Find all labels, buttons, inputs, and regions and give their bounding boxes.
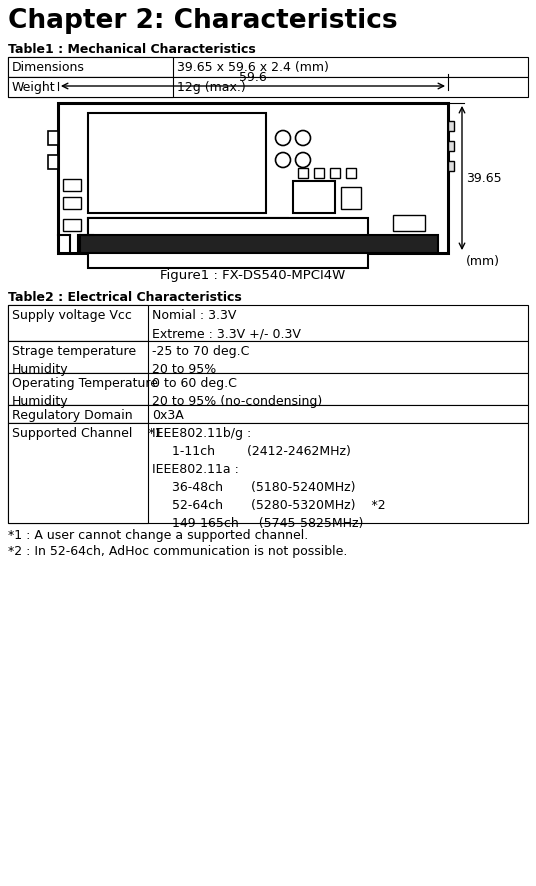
- Text: *2 : In 52-64ch, AdHoc communication is not possible.: *2 : In 52-64ch, AdHoc communication is …: [8, 545, 347, 558]
- Bar: [8, 405, 148, 423]
- Bar: [8, 341, 148, 373]
- Text: -25 to 70 deg.C
20 to 95%: -25 to 70 deg.C 20 to 95%: [152, 345, 249, 376]
- Bar: [48, 155, 58, 169]
- Text: 39.65: 39.65: [466, 172, 502, 184]
- Bar: [8, 373, 148, 405]
- Bar: [8, 423, 148, 523]
- Bar: [448, 161, 454, 171]
- Bar: [293, 181, 335, 213]
- Text: 0x3A: 0x3A: [152, 409, 184, 422]
- Text: 0 to 60 deg.C
20 to 95% (no-condensing): 0 to 60 deg.C 20 to 95% (no-condensing): [152, 377, 322, 408]
- Text: Supported Channel    *1: Supported Channel *1: [12, 427, 162, 440]
- Bar: [8, 57, 528, 77]
- Text: Table2 : Electrical Characteristics: Table2 : Electrical Characteristics: [8, 291, 242, 304]
- Bar: [8, 341, 528, 373]
- Bar: [330, 168, 340, 178]
- Bar: [393, 215, 425, 231]
- Bar: [88, 218, 288, 231]
- Bar: [8, 305, 528, 341]
- Text: *1 : A user cannot change a supported channel.: *1 : A user cannot change a supported ch…: [8, 529, 308, 542]
- Text: Figure1 : FX-DS540-MPCI4W: Figure1 : FX-DS540-MPCI4W: [160, 269, 346, 282]
- Text: Strage temperature
Humidity: Strage temperature Humidity: [12, 345, 136, 376]
- Bar: [8, 423, 528, 523]
- Text: Dimensions: Dimensions: [12, 60, 85, 74]
- Text: 39.65 x 59.6 x 2.4 (mm): 39.65 x 59.6 x 2.4 (mm): [177, 60, 329, 74]
- Text: Table1 : Mechanical Characteristics: Table1 : Mechanical Characteristics: [8, 43, 256, 56]
- Bar: [8, 373, 528, 405]
- Text: IEEE802.11b/g :
     1-11ch        (2412-2462MHz)
IEEE802.11a :
     36-48ch    : IEEE802.11b/g : 1-11ch (2412-2462MHz) IE…: [152, 427, 385, 530]
- Bar: [63, 179, 81, 191]
- Text: (mm): (mm): [466, 255, 500, 268]
- Bar: [341, 187, 361, 209]
- Bar: [63, 197, 81, 209]
- Text: 59.6: 59.6: [239, 71, 267, 84]
- Bar: [298, 168, 308, 178]
- Text: 12g (max.): 12g (max.): [177, 81, 245, 94]
- Bar: [48, 131, 58, 145]
- Bar: [58, 103, 448, 253]
- Text: Nomial : 3.3V
Extreme : 3.3V +/- 0.3V: Nomial : 3.3V Extreme : 3.3V +/- 0.3V: [152, 309, 301, 340]
- Text: Regulatory Domain: Regulatory Domain: [12, 409, 132, 422]
- Bar: [448, 141, 454, 151]
- Bar: [448, 121, 454, 131]
- Bar: [88, 113, 266, 213]
- Text: Weight: Weight: [12, 81, 56, 94]
- Bar: [63, 219, 81, 231]
- Text: Supply voltage Vcc: Supply voltage Vcc: [12, 309, 132, 322]
- Bar: [8, 305, 148, 341]
- Bar: [78, 235, 438, 253]
- Bar: [8, 77, 528, 97]
- Bar: [314, 168, 324, 178]
- Text: Chapter 2: Characteristics: Chapter 2: Characteristics: [8, 8, 398, 34]
- Bar: [8, 57, 173, 77]
- Bar: [8, 405, 528, 423]
- Bar: [88, 218, 368, 268]
- Text: Operating Temperature
Humidity: Operating Temperature Humidity: [12, 377, 158, 408]
- Bar: [346, 168, 356, 178]
- Bar: [8, 77, 173, 97]
